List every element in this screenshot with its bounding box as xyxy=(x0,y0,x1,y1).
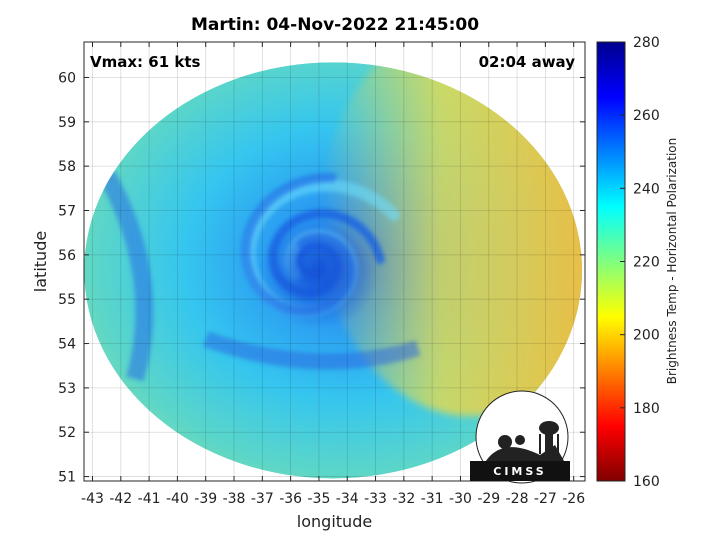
x-tick-label: -31 xyxy=(421,491,444,507)
y-tick-label: 60 xyxy=(58,70,76,86)
colorbar-tick-label: 180 xyxy=(633,401,660,417)
x-tick-label: -27 xyxy=(534,491,557,507)
x-tick-label: -33 xyxy=(364,491,387,507)
y-axis: 51 52 53 54 55 56 57 58 59 60 xyxy=(58,70,585,486)
y-tick-label: 57 xyxy=(58,204,76,220)
x-tick-label: -39 xyxy=(194,491,217,507)
x-tick-label: -42 xyxy=(109,491,132,507)
storm-core xyxy=(258,218,379,329)
x-tick-label: -35 xyxy=(307,491,330,507)
x-axis: -43 -42 -41 -40 -39 -38 -37 -36 -35 -34 -33 -32 -31-… xyxy=(81,42,585,507)
colorbar-tick-label: 160 xyxy=(633,474,660,490)
colorbar: 280 260 240 220 200 180 160 Brightness Temp - … xyxy=(596,35,679,490)
y-tick-label: 53 xyxy=(58,381,76,397)
x-tick-label: -26 xyxy=(562,491,585,507)
colorbar-label: Brightness Temp - Horizontal Polarizatio… xyxy=(665,138,679,385)
cimss-logo-text: CIMSS xyxy=(493,465,546,478)
x-tick-label: -40 xyxy=(166,491,189,507)
x-tick-label: -29 xyxy=(477,491,500,507)
y-tick-label: 51 xyxy=(58,470,76,486)
x-tick-label: -28 xyxy=(506,491,529,507)
cimss-logo: CIMSS xyxy=(470,390,570,484)
outer-band-west xyxy=(98,170,154,382)
plot-area xyxy=(84,42,585,481)
chart-title: Martin: 04-Nov-2022 21:45:00 xyxy=(191,15,479,35)
colorbar-tick-label: 220 xyxy=(633,255,660,271)
colorbar-ticks: 280 260 240 220 200 180 160 xyxy=(620,35,660,490)
y-tick-label: 54 xyxy=(58,337,76,353)
x-axis-label: longitude xyxy=(297,512,372,531)
x-tick-label: -37 xyxy=(251,491,274,507)
x-tick-label: -30 xyxy=(449,491,472,507)
y-tick-label: 55 xyxy=(58,292,76,308)
x-tick-label: -41 xyxy=(138,491,161,507)
x-tick-label: -32 xyxy=(392,491,415,507)
outer-band-south xyxy=(203,331,421,370)
colorbar-tick-label: 260 xyxy=(633,108,660,124)
y-tick-label: 52 xyxy=(58,425,76,441)
colorbar-tick-label: 200 xyxy=(633,328,660,344)
colorbar-tick-label: 280 xyxy=(633,35,660,51)
vmax-annotation: Vmax: 61 kts xyxy=(90,53,200,71)
y-axis-label: latitude xyxy=(31,231,50,292)
time-offset-annotation: 02:04 away xyxy=(479,53,576,71)
y-tick-label: 58 xyxy=(58,159,76,175)
x-tick-label: -38 xyxy=(223,491,246,507)
x-tick-label: -34 xyxy=(336,491,359,507)
x-tick-label: -43 xyxy=(81,491,104,507)
colorbar-tick-label: 240 xyxy=(633,181,660,197)
plot-frame xyxy=(83,41,586,482)
x-tick-label: -36 xyxy=(279,491,302,507)
y-tick-label: 56 xyxy=(58,248,76,264)
y-tick-label: 59 xyxy=(58,115,76,131)
